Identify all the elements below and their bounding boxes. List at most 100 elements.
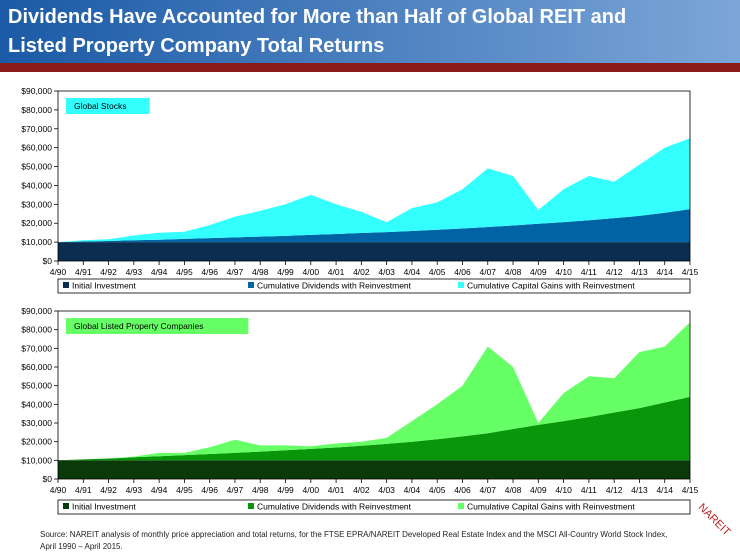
- x-tick-label: 4/08: [505, 267, 522, 277]
- x-tick-label: 4/12: [606, 485, 623, 495]
- x-tick-label: 4/98: [252, 267, 269, 277]
- title-line: Dividends Have Accounted for More than H…: [8, 6, 626, 28]
- legend-label: Cumulative Dividends with Reinvestment: [257, 502, 412, 512]
- legend-swatch: [63, 282, 69, 288]
- header-rule: [0, 63, 740, 72]
- legend-swatch: [458, 503, 464, 509]
- x-tick-label: 4/99: [277, 485, 294, 495]
- legend-swatch: [63, 503, 69, 509]
- x-tick-label: 4/05: [429, 485, 446, 495]
- x-tick-label: 4/02: [353, 267, 370, 277]
- x-tick-label: 4/92: [100, 485, 117, 495]
- legend-box: [57, 499, 691, 515]
- x-tick-label: 4/06: [454, 485, 471, 495]
- x-tick-label: 4/09: [530, 485, 547, 495]
- x-tick-label: 4/00: [303, 485, 320, 495]
- header-band: [0, 0, 740, 63]
- x-tick-label: 4/90: [50, 485, 67, 495]
- y-tick-label: $10,000: [21, 237, 52, 247]
- x-tick-label: 4/98: [252, 485, 269, 495]
- legend-box: [57, 278, 691, 294]
- legend-label: Cumulative Capital Gains with Reinvestme…: [467, 502, 635, 512]
- area: [58, 138, 690, 243]
- x-tick-label: 4/08: [505, 485, 522, 495]
- y-tick-label: $20,000: [21, 437, 52, 447]
- annotation: Global Stocks: [74, 101, 126, 111]
- area: [58, 460, 690, 479]
- x-tick-label: 4/03: [378, 485, 395, 495]
- x-tick-label: 4/10: [555, 267, 572, 277]
- x-tick-label: 4/99: [277, 267, 294, 277]
- x-tick-label: 4/95: [176, 267, 193, 277]
- y-tick-label: $30,000: [21, 199, 52, 209]
- x-tick-label: 4/15: [682, 485, 699, 495]
- annotation-box: [66, 318, 249, 334]
- x-tick-label: 4/01: [328, 267, 345, 277]
- x-tick-label: 4/03: [378, 267, 395, 277]
- x-tick-label: 4/07: [479, 267, 496, 277]
- legend-swatch: [248, 282, 254, 288]
- source-line: Source: NAREIT analysis of monthly price…: [40, 530, 667, 539]
- x-tick-label: 4/09: [530, 267, 547, 277]
- x-tick-label: 4/91: [75, 267, 92, 277]
- x-tick-label: 4/95: [176, 485, 193, 495]
- y-tick-label: $0: [43, 474, 53, 484]
- area: [58, 322, 690, 461]
- x-tick-label: 4/10: [555, 485, 572, 495]
- y-tick-label: $20,000: [21, 218, 52, 228]
- x-tick-label: 4/00: [303, 267, 320, 277]
- plot-frame: [57, 90, 691, 262]
- y-tick-label: $0: [43, 256, 53, 266]
- x-tick-label: 4/04: [404, 267, 421, 277]
- x-tick-label: 4/13: [631, 485, 648, 495]
- y-tick-label: $90,000: [21, 306, 52, 316]
- annotation: Global Listed Property Companies: [74, 321, 203, 331]
- x-tick-label: 4/02: [353, 485, 370, 495]
- x-tick-label: 4/11: [581, 267, 597, 277]
- source-line: April 1990 – April 2015.: [40, 542, 123, 551]
- y-tick-label: $70,000: [21, 343, 52, 353]
- x-tick-label: 4/91: [75, 485, 92, 495]
- x-tick-label: 4/93: [126, 485, 143, 495]
- y-tick-label: $50,000: [21, 381, 52, 391]
- x-tick-label: 4/94: [151, 267, 168, 277]
- x-tick-label: 4/12: [606, 267, 623, 277]
- x-tick-label: 4/15: [682, 267, 699, 277]
- x-tick-label: 4/96: [201, 267, 218, 277]
- legend-swatch: [458, 282, 464, 288]
- x-tick-label: 4/13: [631, 267, 648, 277]
- y-tick-label: $40,000: [21, 180, 52, 190]
- x-tick-label: 4/07: [479, 485, 496, 495]
- x-tick-label: 4/14: [656, 485, 673, 495]
- legend-label: Initial Investment: [72, 281, 136, 291]
- x-tick-label: 4/11: [581, 485, 597, 495]
- legend-label: Cumulative Dividends with Reinvestment: [257, 281, 412, 291]
- y-tick-label: $30,000: [21, 418, 52, 428]
- y-tick-label: $40,000: [21, 399, 52, 409]
- legend-label: Initial Investment: [72, 502, 136, 512]
- legend-swatch: [248, 503, 254, 509]
- x-tick-label: 4/97: [227, 485, 244, 495]
- logo: NAREIT: [696, 501, 733, 538]
- x-tick-label: 4/01: [328, 485, 345, 495]
- x-tick-label: 4/90: [50, 267, 67, 277]
- x-tick-label: 4/06: [454, 267, 471, 277]
- x-tick-label: 4/96: [201, 485, 218, 495]
- annotation-box: [66, 98, 150, 114]
- area: [58, 396, 690, 461]
- y-tick-label: $10,000: [21, 455, 52, 465]
- y-tick-label: $60,000: [21, 362, 52, 372]
- y-tick-label: $50,000: [21, 162, 52, 172]
- y-tick-label: $60,000: [21, 143, 52, 153]
- y-tick-label: $70,000: [21, 124, 52, 134]
- x-tick-label: 4/93: [126, 267, 143, 277]
- x-tick-label: 4/94: [151, 485, 168, 495]
- legend-label: Cumulative Capital Gains with Reinvestme…: [467, 281, 635, 291]
- x-tick-label: 4/92: [100, 267, 117, 277]
- area: [58, 209, 690, 243]
- y-tick-label: $90,000: [21, 86, 52, 96]
- y-tick-label: $80,000: [21, 105, 52, 115]
- title-line: Listed Property Company Total Returns: [8, 35, 384, 57]
- plot-frame: [57, 310, 691, 480]
